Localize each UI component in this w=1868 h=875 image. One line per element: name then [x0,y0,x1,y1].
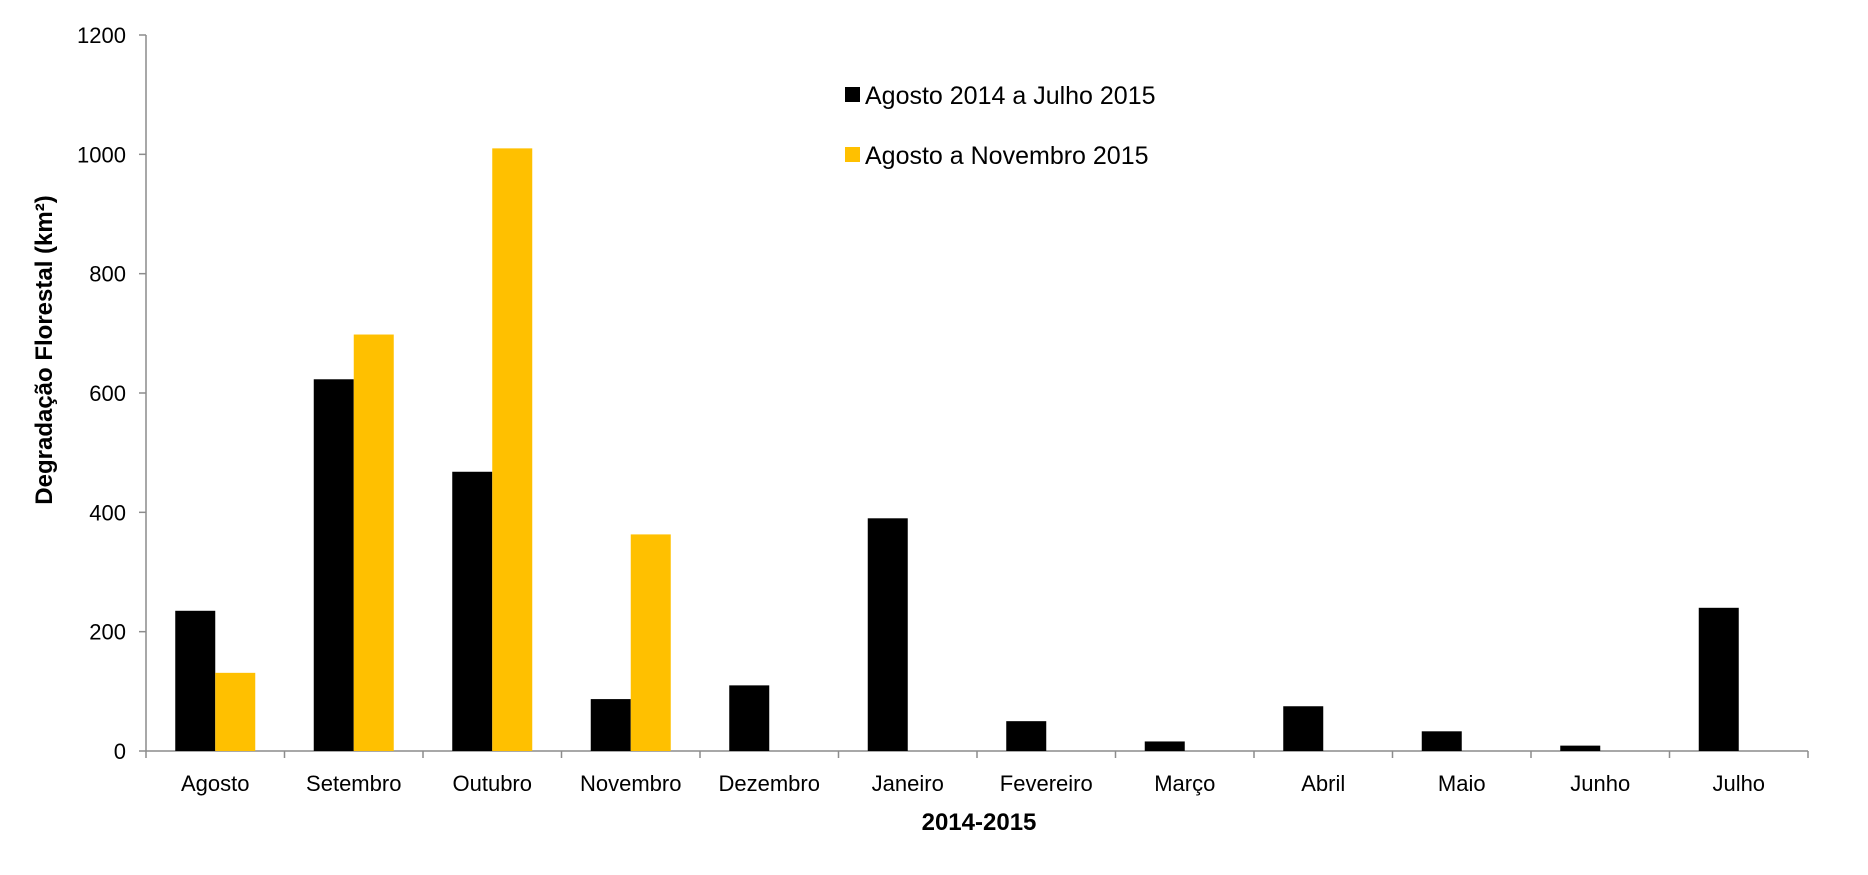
x-tick-label: Março [1154,771,1215,796]
x-tick-label: Agosto [181,771,250,796]
x-tick-label: Fevereiro [1000,771,1093,796]
legend-swatch-series-2 [845,147,860,162]
bar-series-1-agosto [175,610,216,751]
y-tick-label: 800 [89,262,126,287]
x-tick-label: Abril [1301,771,1345,796]
bar-series-2-agosto [215,672,256,751]
bar-series-1-novembro [590,699,631,751]
bar-series-1-julho [1698,607,1739,751]
bar-series-1-abril [1283,706,1324,751]
bars [175,148,1739,751]
x-tick-label: Outubro [453,771,533,796]
x-tick-label: Maio [1438,771,1486,796]
x-tick-label: Dezembro [719,771,820,796]
bar-series-1-junho [1560,745,1601,751]
bar-series-2-novembro [630,534,671,751]
x-tick-label: Janeiro [872,771,944,796]
bar-series-2-setembro [353,334,394,751]
y-axis-title: Degradação Florestal (km²) [31,195,58,504]
legend-label-series-1: Agosto 2014 a Julho 2015 [865,82,1156,110]
legend-label-series-2: Agosto a Novembro 2015 [865,142,1149,170]
y-tick-label: 1000 [77,142,126,167]
bar-series-1-maio [1421,731,1462,751]
bar-series-2-outubro [492,148,533,751]
legend-swatch-series-1 [845,87,860,102]
y-tick-label: 1200 [77,23,126,48]
x-axis-title: 2014-2015 [922,809,1037,836]
x-tick-label: Julho [1712,771,1765,796]
y-tick-label: 200 [89,620,126,645]
x-axis: Agosto Setembro Outubro Novembro Dezembro Jan… [145,750,1809,796]
legend: Agosto 2014 a Julho 2015 Agosto a Novemb… [845,82,1156,170]
bar-series-1-março [1144,741,1185,751]
y-tick-label: 600 [89,381,126,406]
y-tick-label: 400 [89,500,126,525]
y-axis: 0 200 400 600 800 1000 1200 [77,23,147,764]
bar-series-1-fevereiro [1006,721,1047,751]
bar-series-1-outubro [452,471,493,751]
x-tick-label: Setembro [306,771,401,796]
bar-series-1-janeiro [867,518,908,751]
bar-series-1-dezembro [729,685,770,751]
y-tick-label: 0 [114,739,126,764]
bar-series-1-setembro [313,379,354,751]
x-tick-label: Junho [1570,771,1630,796]
x-tick-label: Novembro [580,771,681,796]
